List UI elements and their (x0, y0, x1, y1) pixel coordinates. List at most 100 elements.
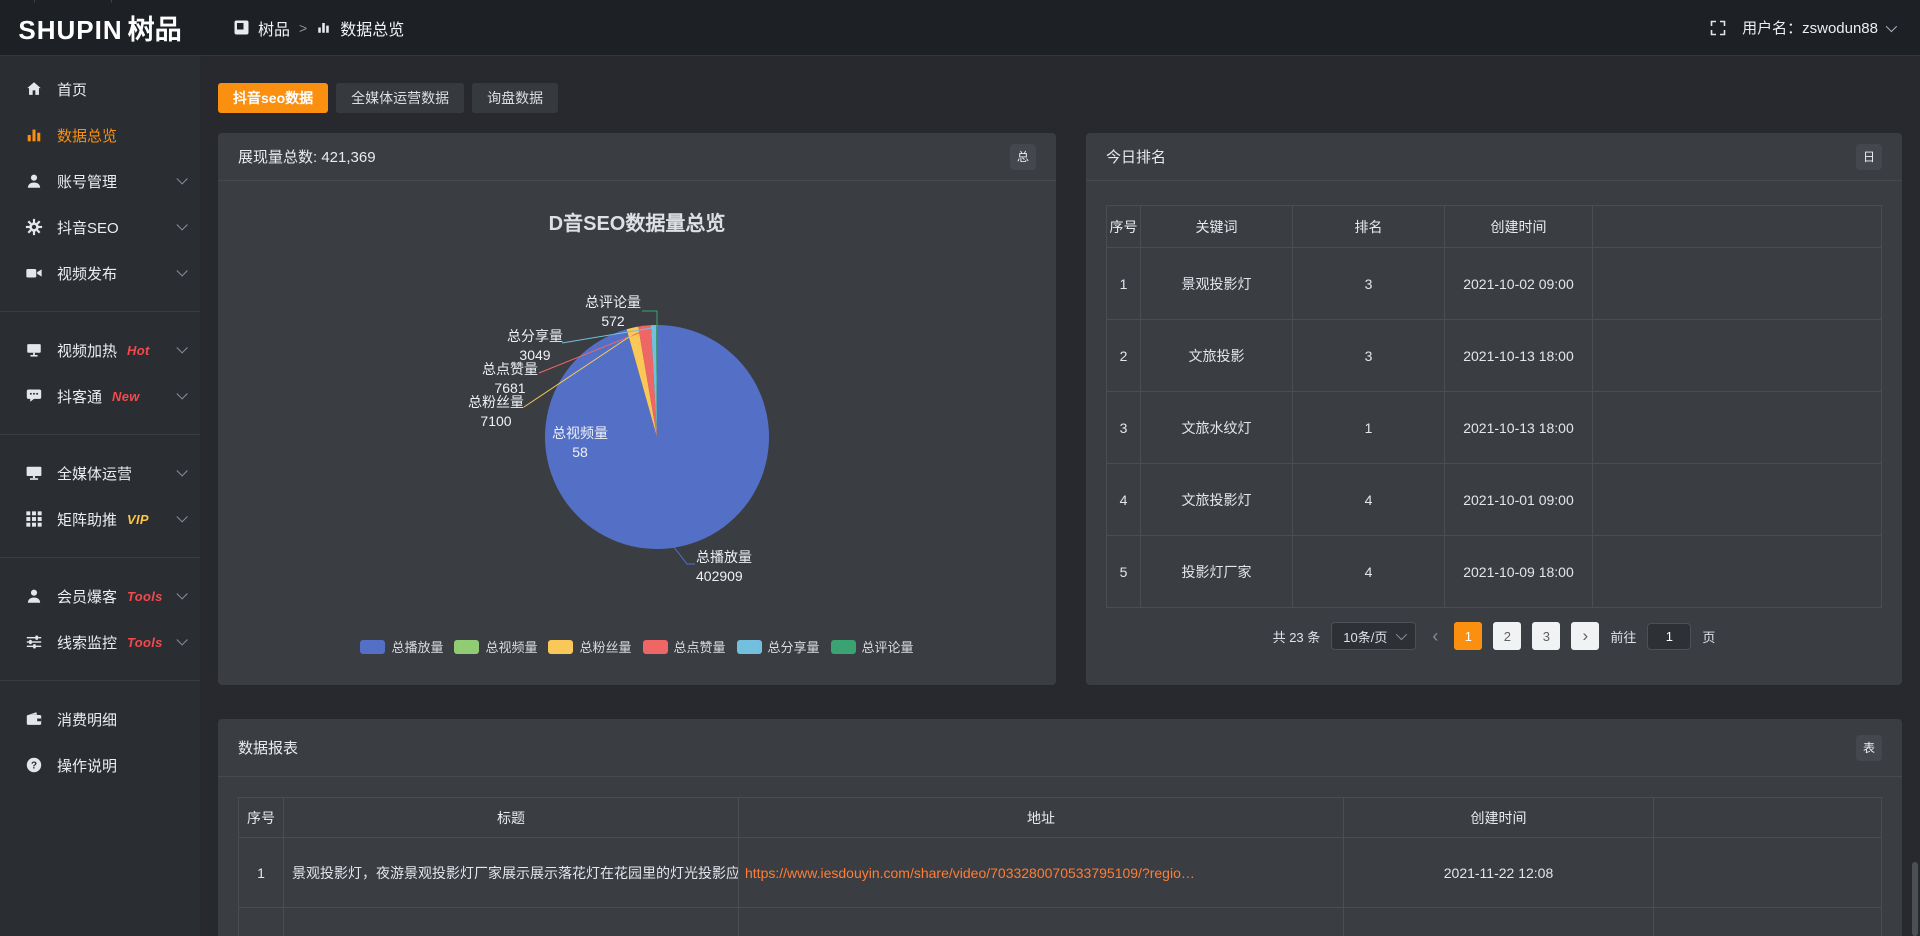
report-table-row: 1 景观投影灯，夜游景观投影灯厂家展示展示落花灯在花园里的灯光投影应用效果 # … (238, 837, 1882, 908)
ranking-card-header: 今日排名 日 (1086, 133, 1902, 181)
cell-index: 5 (1106, 535, 1141, 608)
legend-swatch (830, 639, 856, 654)
video-camera-icon (24, 263, 44, 283)
cell-filler (1592, 247, 1882, 320)
tab-inquiry-data[interactable]: 询盘数据 (472, 83, 559, 113)
sidebar-item-label: 线索监控 (57, 634, 118, 652)
legend-item-shares[interactable]: 总分享量 (736, 637, 820, 656)
member-icon (24, 586, 44, 606)
sidebar-item-video-heat[interactable]: 视频加热 Hot (0, 327, 200, 373)
day-badge-button[interactable]: 日 (1856, 143, 1882, 170)
prev-page-button[interactable]: ‹ (1432, 626, 1439, 646)
report-table: 序号 标题 地址 创建时间 1 景观投影灯，夜游景观投影灯厂家展示展示落花 (238, 797, 1882, 936)
sidebar-item-label: 账号管理 (57, 173, 118, 191)
ranking-card-body: 序号 关键词 排名 创建时间 1 (1086, 181, 1902, 650)
breadcrumb-root[interactable]: 树品 (258, 21, 291, 39)
sidebar-item-lead-monitor[interactable]: 线索监控 Tools (0, 619, 200, 665)
sidebar-item-douketong[interactable]: 抖客通 New (0, 373, 200, 419)
sidebar-item-consumption[interactable]: 消费明细 (0, 696, 200, 742)
cell-filler (1592, 535, 1882, 608)
pie-label-comments: 总评论量 572 (585, 294, 641, 329)
video-link[interactable]: https://www.iesdouyin.com/share/video/70… (745, 864, 1195, 881)
fullscreen-icon[interactable] (1710, 20, 1726, 36)
tab-all-media-data[interactable]: 全媒体运营数据 (336, 83, 465, 113)
sidebar-item-label: 抖客通 (57, 388, 103, 406)
pie-slice-总视频量[interactable] (626, 329, 657, 437)
app-logo[interactable]: SHUPIN 树品 (0, 8, 200, 47)
legend-item-likes[interactable]: 总点赞量 (642, 637, 726, 656)
sidebar-item-matrix-boost[interactable]: 矩阵助推 VIP (0, 496, 200, 542)
username-label: 用户名：zswodun88 (1742, 20, 1878, 37)
legend-swatch (736, 639, 762, 654)
report-card: 数据报表 表 序号 标题 地址 创建时间 (218, 719, 1902, 936)
user-menu[interactable]: 用户名：zswodun88 (1742, 17, 1898, 38)
logo-arc (34, 0, 112, 6)
sidebar: 首页 数据总览 账号管理 抖音SEO 视频发布 视频加热 Hot (0, 56, 200, 936)
cell-keyword: 文旅水纹灯 (1140, 391, 1293, 464)
ranking-table-row: 5 投影灯厂家 4 2021-10-09 18:00 (1106, 535, 1882, 608)
ranking-table-row: 1 景观投影灯 3 2021-10-02 09:00 (1106, 247, 1882, 320)
cell-rank: 1 (1292, 391, 1445, 464)
total-badge-button[interactable]: 总 (1010, 143, 1036, 170)
col-index: 序号 (238, 797, 284, 838)
legend-swatch (548, 639, 574, 654)
cell-created: 2021-10-09 18:00 (1444, 535, 1593, 608)
sidebar-item-account[interactable]: 账号管理 (0, 158, 200, 204)
col-created: 创建时间 (1444, 205, 1593, 248)
sidebar-item-member-burst[interactable]: 会员爆客 Tools (0, 573, 200, 619)
pie-slice-总评论量[interactable] (656, 324, 657, 437)
goto-page-input[interactable] (1647, 622, 1692, 650)
page-button-1[interactable]: 1 (1454, 622, 1483, 650)
legend-item-fans[interactable]: 总粉丝量 (548, 637, 632, 656)
table-badge-button[interactable]: 表 (1856, 734, 1882, 761)
cell-created: 2021-10-01 09:00 (1444, 463, 1593, 536)
col-title: 标题 (283, 797, 739, 838)
pie-chart-area: D音SEO数据量总览 总评论量 572 总分享量 (218, 181, 1056, 684)
chevron-down-icon (176, 173, 188, 185)
sidebar-item-all-media[interactable]: 全媒体运营 (0, 450, 200, 496)
pie-slice-总点赞量[interactable] (638, 325, 657, 437)
pie-slice-总播放量[interactable] (545, 325, 770, 549)
sidebar-item-help[interactable]: ? 操作说明 (0, 742, 200, 788)
breadcrumb-current[interactable]: 数据总览 (340, 21, 405, 39)
cell-rank: 3 (1292, 247, 1445, 320)
scrollbar-thumb[interactable] (1912, 862, 1918, 936)
wallet-icon (24, 709, 44, 729)
sidebar-item-video-publish[interactable]: 视频发布 (0, 250, 200, 296)
breadcrumb: 树品 > 数据总览 (234, 16, 404, 40)
tab-douyin-seo-data[interactable]: 抖音seo数据 (218, 83, 329, 113)
cards-row: 展现量总数: 421,369 总 D音SEO数据量总览 总评论量 (218, 133, 1902, 685)
next-page-button[interactable]: › (1571, 622, 1600, 650)
pie-label-fans: 总粉丝量 7100 (468, 394, 524, 429)
cell-url: https://www.iesdouyin.com/share/video/70… (738, 837, 1344, 908)
pie-label-likes: 总点赞量 7681 (482, 361, 538, 396)
cell-index: 3 (1106, 391, 1141, 464)
cell-keyword: 投影灯厂家 (1140, 535, 1293, 608)
cell-created: 2021-10-02 09:00 (1444, 247, 1593, 320)
sidebar-item-douyin-seo[interactable]: 抖音SEO (0, 204, 200, 250)
chart-title: D音SEO数据量总览 (548, 213, 726, 235)
legend-item-videos[interactable]: 总视频量 (454, 637, 537, 656)
cell-title: 景观投影灯，夜游景观投影灯厂家展示展示落花灯在花园里的灯光投影应用效果 # (283, 837, 739, 908)
legend-item-comments[interactable]: 总评论量 (830, 637, 914, 656)
label-line-comments (642, 310, 658, 327)
top-bar: SHUPIN 树品 树品 > 数据总览 用户名：zswodun88 (0, 0, 1920, 56)
page-size-select[interactable]: 10条/页 (1331, 622, 1417, 650)
brand-icon (234, 20, 249, 35)
pie-slice-总分享量[interactable] (650, 325, 657, 437)
page-button-3[interactable]: 3 (1532, 622, 1561, 650)
chevron-down-icon (176, 465, 188, 477)
pie-slice-总粉丝量[interactable] (626, 326, 657, 437)
question-icon: ? (24, 755, 44, 775)
sidebar-item-home[interactable]: 首页 (0, 66, 200, 112)
legend-item-plays[interactable]: 总播放量 (360, 637, 443, 656)
sidebar-item-data-overview[interactable]: 数据总览 (0, 112, 200, 158)
page-button-2[interactable]: 2 (1493, 622, 1522, 650)
cell-index: 4 (1106, 463, 1141, 536)
cell-index: 1 (1106, 247, 1141, 320)
cell-rank: 3 (1292, 319, 1445, 392)
cell-filler (1653, 837, 1882, 908)
ranking-table: 序号 关键词 排名 创建时间 1 (1106, 205, 1882, 608)
sidebar-item-label: 消费明细 (57, 711, 118, 729)
legend-swatch (360, 639, 386, 654)
